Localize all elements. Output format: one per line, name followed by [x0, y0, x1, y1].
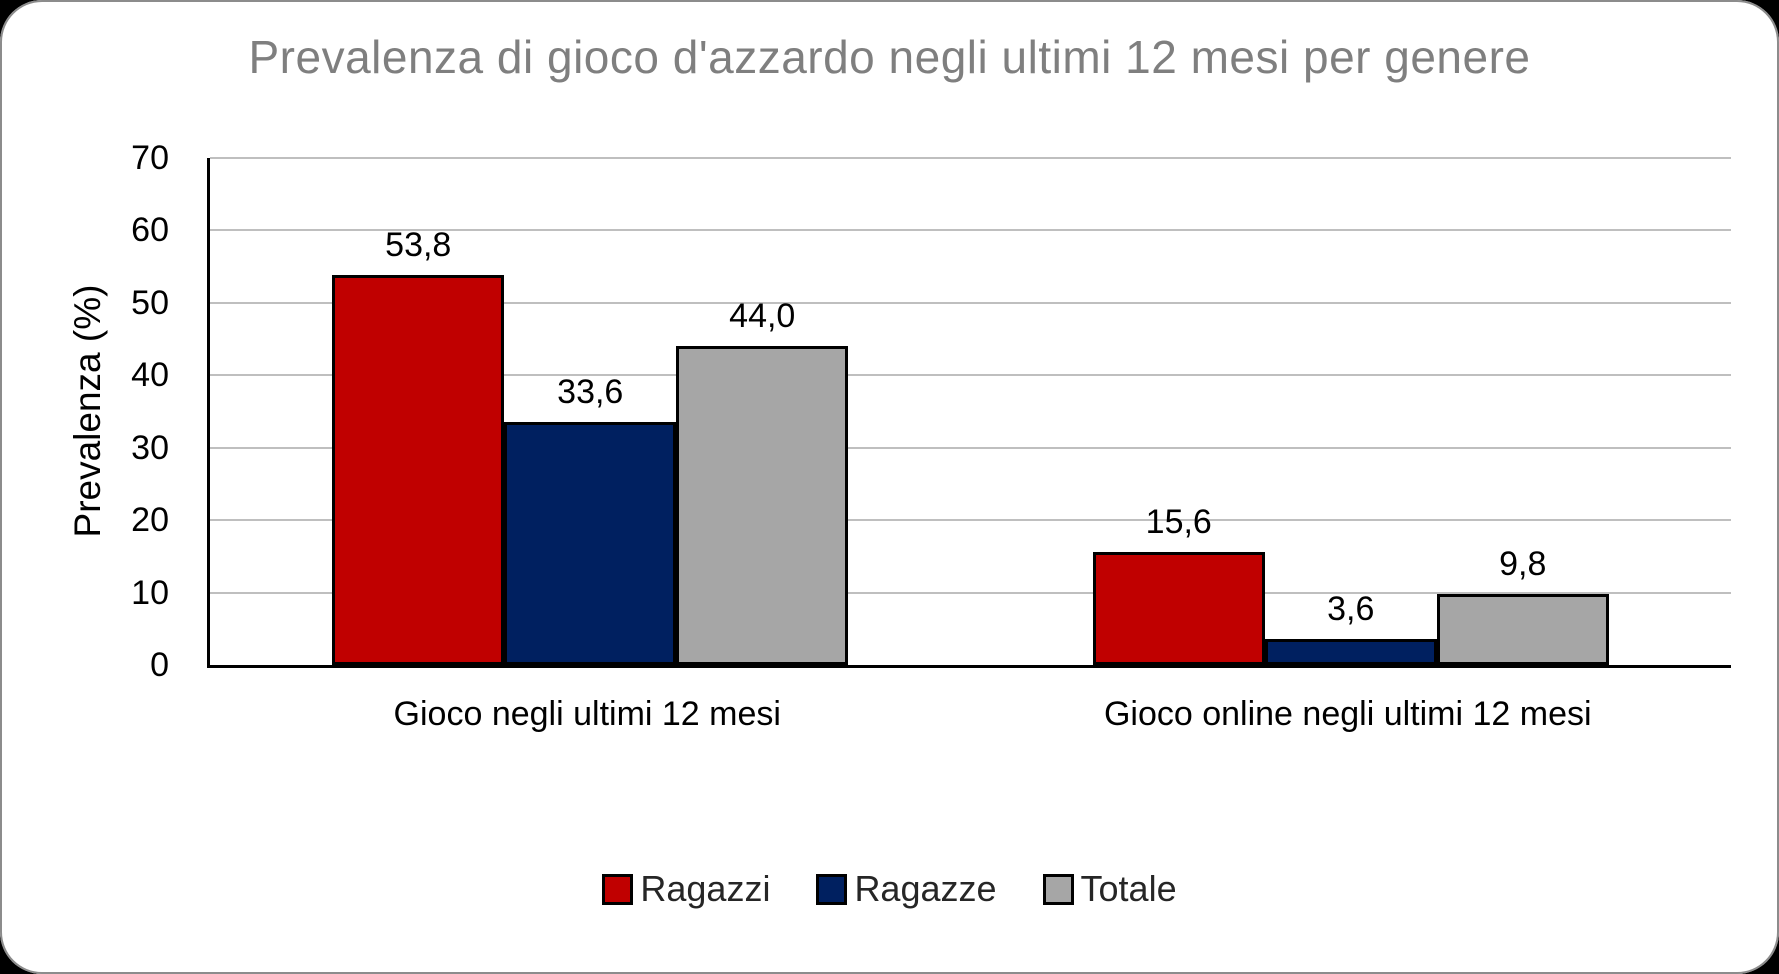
y-tick-label-0: 0: [150, 646, 169, 684]
legend-item-totale: Totale: [1042, 868, 1177, 910]
bar-totale-category-1: [676, 346, 849, 665]
value-label-ragazze-category-2: 3,6: [1327, 589, 1375, 628]
value-label-totale-category-1: 44,0: [729, 297, 796, 336]
gridline-30: [210, 446, 1731, 449]
y-tick-label-30: 30: [131, 428, 169, 467]
category-label-2: Gioco online negli ultimi 12 mesi: [1103, 695, 1592, 733]
value-label-ragazzi-category-1: 53,8: [385, 226, 452, 265]
plot-area: 53,8 33,6 44,0 15,6 3,6 9,8: [207, 157, 1731, 668]
gridline-50: [210, 301, 1731, 304]
chart-title: Prevalenza di gioco d'azzardo negli ulti…: [248, 31, 1531, 83]
legend-item-ragazze: Ragazze: [816, 868, 997, 910]
y-tick-label-10: 10: [131, 573, 169, 612]
y-axis-title: Prevalenza (%): [67, 284, 108, 538]
gridline-20: [210, 519, 1731, 522]
bar-ragazzi-category-2: [1092, 552, 1265, 665]
legend-item-ragazzi: Ragazzi: [602, 868, 770, 910]
legend: Ragazzi Ragazze Totale: [0, 868, 1779, 910]
y-tick-label-70: 70: [131, 139, 169, 177]
y-tick-label-20: 20: [131, 501, 169, 540]
y-tick-label-60: 60: [131, 211, 169, 250]
y-tick-label-40: 40: [131, 356, 169, 395]
value-label-ragazzi-category-2: 15,6: [1145, 503, 1212, 542]
bar-ragazze-category-2: [1264, 638, 1437, 665]
legend-label-ragazzi: Ragazzi: [640, 868, 771, 909]
legend-label-ragazze: Ragazze: [854, 868, 997, 909]
value-label-ragazze-category-1: 33,6: [557, 372, 624, 411]
y-tick-label-50: 50: [131, 283, 169, 322]
category-label-1: Gioco negli ultimi 12 mesi: [393, 695, 781, 733]
gridline-70: [210, 157, 1731, 159]
legend-swatch-totale: [1042, 873, 1074, 905]
gridline-10: [210, 591, 1731, 594]
gridline-40: [210, 374, 1731, 377]
bar-ragazze-category-1: [504, 421, 677, 665]
legend-swatch-ragazze: [816, 873, 848, 905]
gridline-60: [210, 229, 1731, 232]
legend-label-totale: Totale: [1080, 868, 1177, 909]
bar-ragazzi-category-1: [332, 275, 505, 665]
value-label-totale-category-2: 9,8: [1499, 545, 1547, 584]
bar-totale-category-2: [1436, 594, 1609, 665]
legend-swatch-ragazzi: [602, 873, 634, 905]
